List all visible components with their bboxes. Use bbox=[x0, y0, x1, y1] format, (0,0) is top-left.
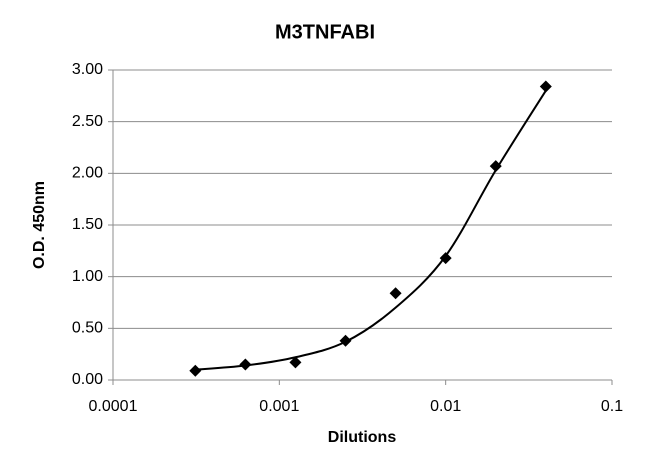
data-point bbox=[489, 160, 502, 173]
x-tick-label: 0.001 bbox=[259, 398, 299, 415]
y-tick-label: 1.00 bbox=[72, 268, 103, 285]
x-axis-label: Dilutions bbox=[328, 429, 397, 446]
fit-curve bbox=[195, 90, 547, 371]
y-tick-label: 2.50 bbox=[72, 113, 103, 130]
y-tick-label: 3.00 bbox=[72, 61, 103, 78]
chart-title: M3TNFABI bbox=[275, 21, 375, 43]
data-point bbox=[239, 358, 252, 371]
x-tick-label: 0.0001 bbox=[89, 398, 138, 415]
data-point bbox=[539, 80, 552, 93]
data-point bbox=[189, 364, 202, 377]
y-axis-label: O.D. 450nm bbox=[31, 181, 48, 269]
data-point bbox=[289, 356, 302, 369]
x-tick-label: 0.1 bbox=[601, 398, 623, 415]
y-tick-label: 2.00 bbox=[72, 165, 103, 182]
x-tick-label: 0.01 bbox=[430, 398, 461, 415]
y-tick-label: 1.50 bbox=[72, 216, 103, 233]
y-tick-label: 0.50 bbox=[72, 320, 103, 337]
data-point bbox=[389, 287, 402, 300]
y-tick-label: 0.00 bbox=[72, 371, 103, 388]
